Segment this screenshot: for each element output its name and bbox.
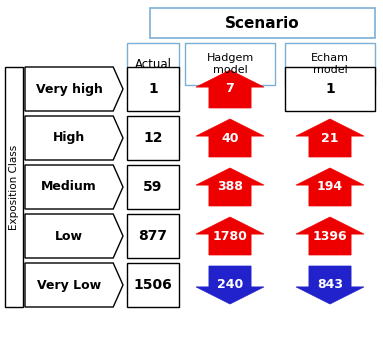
- Text: Actual: Actual: [134, 58, 172, 71]
- Text: 843: 843: [317, 279, 343, 292]
- Text: 1: 1: [325, 82, 335, 96]
- Polygon shape: [25, 214, 123, 258]
- Text: Very high: Very high: [36, 83, 103, 95]
- Text: Hadgem
model: Hadgem model: [206, 53, 254, 75]
- Text: Very Low: Very Low: [37, 279, 101, 292]
- Text: Exposition Class: Exposition Class: [9, 144, 19, 229]
- Text: 7: 7: [226, 83, 234, 95]
- Text: 59: 59: [143, 180, 163, 194]
- Polygon shape: [296, 168, 364, 206]
- Text: 388: 388: [217, 180, 243, 193]
- Text: 1396: 1396: [313, 229, 347, 243]
- Polygon shape: [296, 266, 364, 304]
- Polygon shape: [296, 217, 364, 255]
- FancyBboxPatch shape: [185, 43, 275, 85]
- Polygon shape: [196, 217, 264, 255]
- FancyBboxPatch shape: [127, 67, 179, 111]
- Polygon shape: [196, 168, 264, 206]
- Polygon shape: [196, 266, 264, 304]
- FancyBboxPatch shape: [127, 165, 179, 209]
- Text: 1780: 1780: [213, 229, 247, 243]
- Text: 877: 877: [139, 229, 167, 243]
- Polygon shape: [25, 67, 123, 111]
- FancyBboxPatch shape: [5, 67, 23, 307]
- Text: 240: 240: [217, 279, 243, 292]
- FancyBboxPatch shape: [127, 263, 179, 307]
- Polygon shape: [25, 116, 123, 160]
- Text: Scenario: Scenario: [225, 15, 300, 31]
- Text: Medium: Medium: [41, 180, 97, 193]
- Text: 12: 12: [143, 131, 163, 145]
- FancyBboxPatch shape: [285, 43, 375, 85]
- FancyBboxPatch shape: [150, 8, 375, 38]
- Text: 21: 21: [321, 131, 339, 144]
- Text: 40: 40: [221, 131, 239, 144]
- Text: High: High: [53, 131, 85, 144]
- Text: Low: Low: [55, 229, 83, 243]
- FancyBboxPatch shape: [127, 43, 179, 85]
- Polygon shape: [25, 263, 123, 307]
- FancyBboxPatch shape: [285, 67, 375, 111]
- Text: 1: 1: [148, 82, 158, 96]
- Polygon shape: [196, 119, 264, 157]
- Polygon shape: [196, 70, 264, 108]
- FancyBboxPatch shape: [127, 116, 179, 160]
- Text: 194: 194: [317, 180, 343, 193]
- Text: 1506: 1506: [134, 278, 172, 292]
- Text: Echam
model: Echam model: [311, 53, 349, 75]
- FancyBboxPatch shape: [127, 214, 179, 258]
- Polygon shape: [25, 165, 123, 209]
- Polygon shape: [296, 119, 364, 157]
